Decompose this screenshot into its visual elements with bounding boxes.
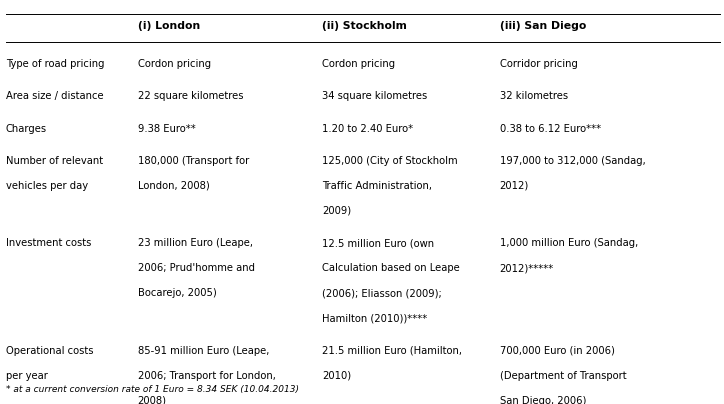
Text: 85-91 million Euro (Leape,: 85-91 million Euro (Leape, [138, 346, 269, 356]
Text: 12.5 million Euro (own: 12.5 million Euro (own [322, 238, 434, 248]
Text: 700,000 Euro (in 2006): 700,000 Euro (in 2006) [500, 346, 615, 356]
Text: 0.38 to 6.12 Euro***: 0.38 to 6.12 Euro*** [500, 124, 601, 134]
Text: per year: per year [6, 371, 48, 381]
Text: Number of relevant: Number of relevant [6, 156, 103, 166]
Text: (ii) Stockholm: (ii) Stockholm [322, 21, 407, 31]
Text: Charges: Charges [6, 124, 47, 134]
Text: 9.38 Euro**: 9.38 Euro** [138, 124, 195, 134]
Text: 1.20 to 2.40 Euro*: 1.20 to 2.40 Euro* [322, 124, 413, 134]
Text: Bocarejo, 2005): Bocarejo, 2005) [138, 288, 216, 299]
Text: Calculation based on Leape: Calculation based on Leape [322, 263, 460, 274]
Text: Investment costs: Investment costs [6, 238, 91, 248]
Text: 180,000 (Transport for: 180,000 (Transport for [138, 156, 249, 166]
Text: * at a current conversion rate of 1 Euro = 8.34 SEK (10.04.2013): * at a current conversion rate of 1 Euro… [6, 385, 299, 394]
Text: 2012): 2012) [500, 181, 529, 191]
Text: (Department of Transport: (Department of Transport [500, 371, 626, 381]
Text: 2009): 2009) [322, 206, 351, 216]
Text: 22 square kilometres: 22 square kilometres [138, 91, 243, 101]
Text: Operational costs: Operational costs [6, 346, 93, 356]
Text: (i) London: (i) London [138, 21, 200, 31]
Text: 197,000 to 312,000 (Sandag,: 197,000 to 312,000 (Sandag, [500, 156, 645, 166]
Text: 23 million Euro (Leape,: 23 million Euro (Leape, [138, 238, 253, 248]
Text: 21.5 million Euro (Hamilton,: 21.5 million Euro (Hamilton, [322, 346, 462, 356]
Text: Type of road pricing: Type of road pricing [6, 59, 104, 69]
Text: 2006; Prud'homme and: 2006; Prud'homme and [138, 263, 255, 274]
Text: Corridor pricing: Corridor pricing [500, 59, 578, 69]
Text: Traffic Administration,: Traffic Administration, [322, 181, 432, 191]
Text: 2006; Transport for London,: 2006; Transport for London, [138, 371, 275, 381]
Text: (iii) San Diego: (iii) San Diego [500, 21, 586, 31]
Text: 2008): 2008) [138, 396, 167, 404]
Text: Cordon pricing: Cordon pricing [322, 59, 395, 69]
Text: Hamilton (2010))****: Hamilton (2010))**** [322, 314, 427, 324]
Text: 125,000 (City of Stockholm: 125,000 (City of Stockholm [322, 156, 458, 166]
Text: 2010): 2010) [322, 371, 351, 381]
Text: Area size / distance: Area size / distance [6, 91, 104, 101]
Text: 2012)*****: 2012)***** [500, 263, 554, 274]
Text: San Diego, 2006): San Diego, 2006) [500, 396, 586, 404]
Text: 1,000 million Euro (Sandag,: 1,000 million Euro (Sandag, [500, 238, 638, 248]
Text: vehicles per day: vehicles per day [6, 181, 88, 191]
Text: (2006); Eliasson (2009);: (2006); Eliasson (2009); [322, 288, 442, 299]
Text: Cordon pricing: Cordon pricing [138, 59, 211, 69]
Text: 32 kilometres: 32 kilometres [500, 91, 568, 101]
Text: London, 2008): London, 2008) [138, 181, 209, 191]
Text: 34 square kilometres: 34 square kilometres [322, 91, 427, 101]
